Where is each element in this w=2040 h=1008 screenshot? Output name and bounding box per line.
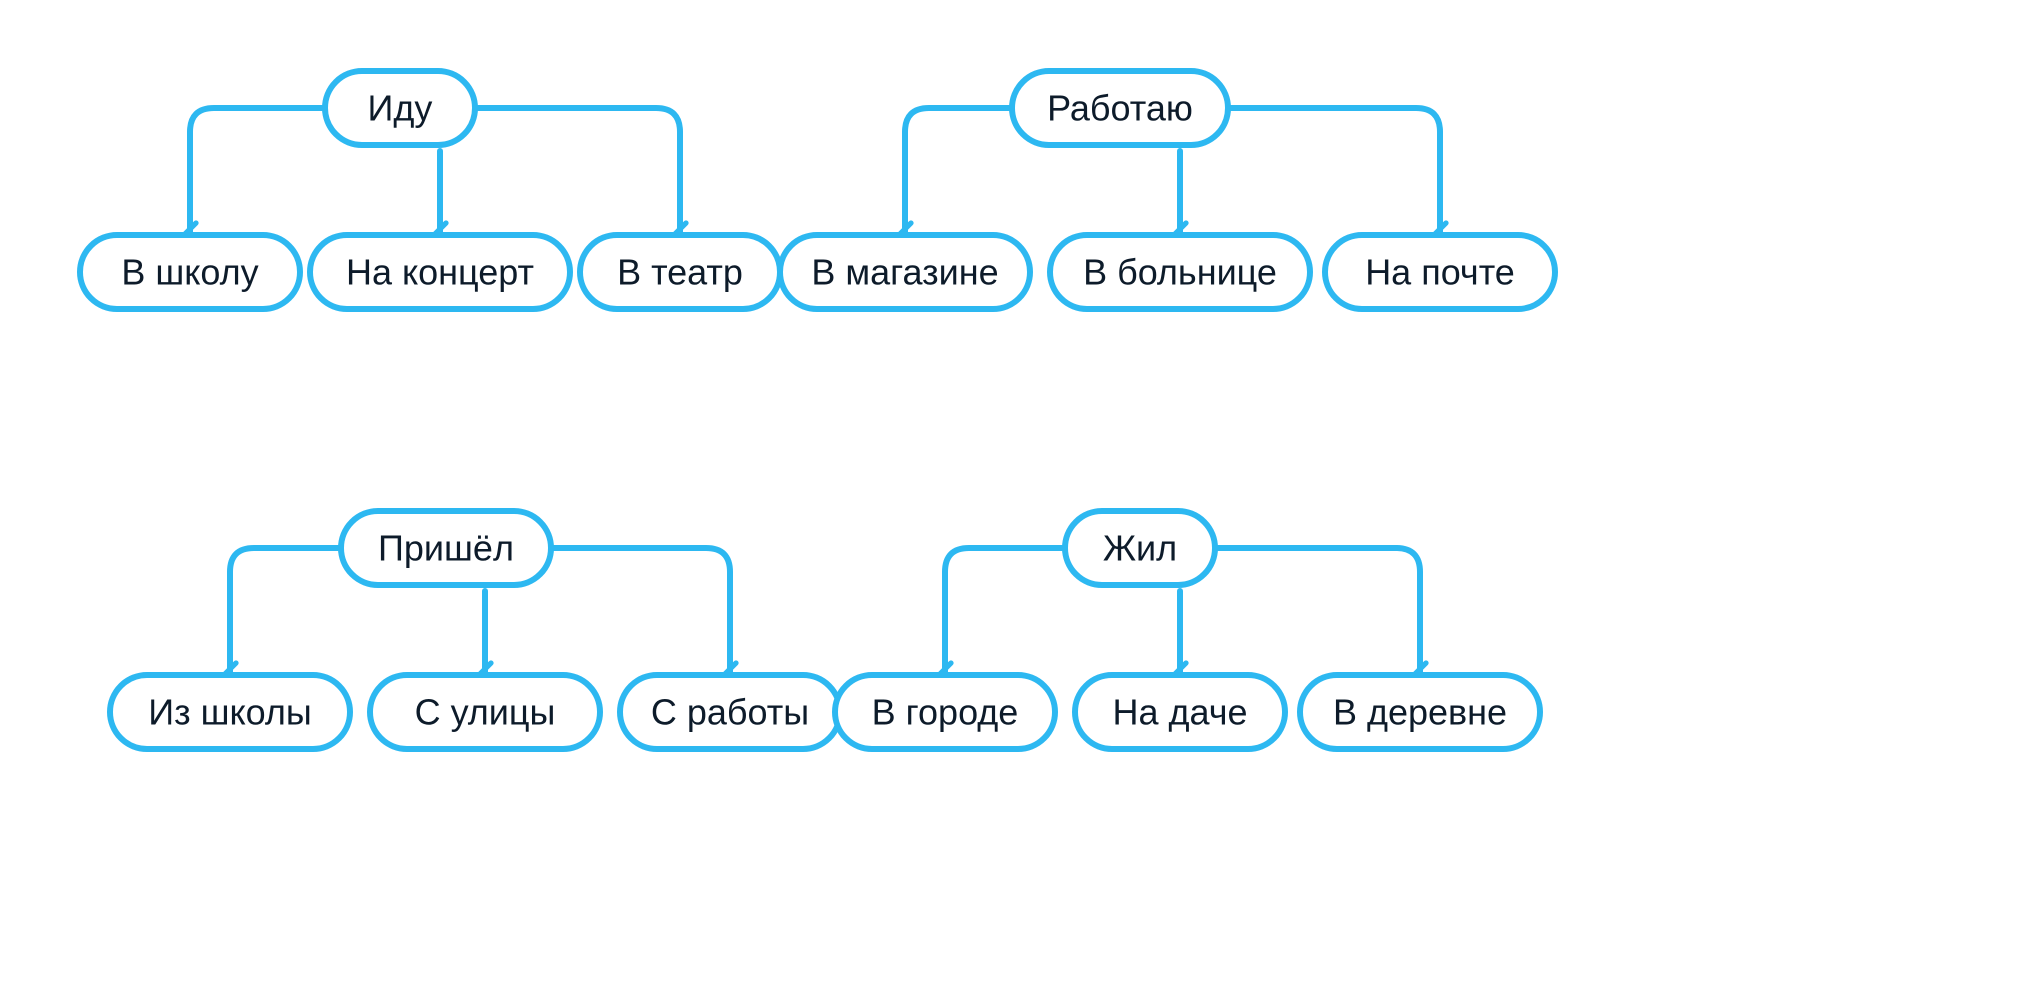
g2-child-1-label: В больнице (1083, 252, 1277, 293)
g3-root: Пришёл (341, 511, 551, 585)
g1-child-2: В театр (580, 235, 780, 309)
connector-arrow (190, 108, 325, 235)
g2-child-2-label: На почте (1365, 252, 1515, 293)
g3-child-2: С работы (620, 675, 840, 749)
g4-root-label: Жил (1103, 528, 1177, 569)
connector-arrow (230, 548, 341, 675)
g4-child-2: В деревне (1300, 675, 1540, 749)
g3-child-0: Из школы (110, 675, 350, 749)
g4-root: Жил (1065, 511, 1215, 585)
g3-root-label: Пришёл (378, 528, 514, 569)
g2-child-1: В больнице (1050, 235, 1310, 309)
g4-child-2-label: В деревне (1333, 692, 1507, 733)
g4-child-0: В городе (835, 675, 1055, 749)
g1-child-0-label: В школу (121, 252, 258, 293)
connector-arrow (945, 548, 1065, 675)
g1-child-0: В школу (80, 235, 300, 309)
g3-child-0-label: Из школы (148, 692, 312, 733)
g3-child-1-label: С улицы (415, 692, 556, 733)
g1-child-1: На концерт (310, 235, 570, 309)
tree-diagram: Иду В школу На концерт В театр Работаю В мага… (0, 0, 2040, 1008)
g2-child-0: В магазине (780, 235, 1030, 309)
g2-root: Работаю (1012, 71, 1228, 145)
g1-child-2-label: В театр (617, 252, 743, 293)
g3-child-1: С улицы (370, 675, 600, 749)
g2-root-label: Работаю (1047, 88, 1193, 129)
g4-child-0-label: В городе (872, 692, 1019, 733)
connector-arrow (1228, 108, 1440, 235)
g2-child-2: На почте (1325, 235, 1555, 309)
g1-root: Иду (325, 71, 475, 145)
connector-arrow (905, 108, 1012, 235)
g4-child-1: На даче (1075, 675, 1285, 749)
connector-arrow (475, 108, 680, 235)
g1-root-label: Иду (368, 88, 433, 129)
g2-child-0-label: В магазине (811, 252, 998, 293)
connector-arrow (551, 548, 730, 675)
g1-child-1-label: На концерт (346, 252, 534, 293)
connector-arrow (1215, 548, 1420, 675)
g3-child-2-label: С работы (651, 692, 809, 733)
g4-child-1-label: На даче (1112, 692, 1247, 733)
